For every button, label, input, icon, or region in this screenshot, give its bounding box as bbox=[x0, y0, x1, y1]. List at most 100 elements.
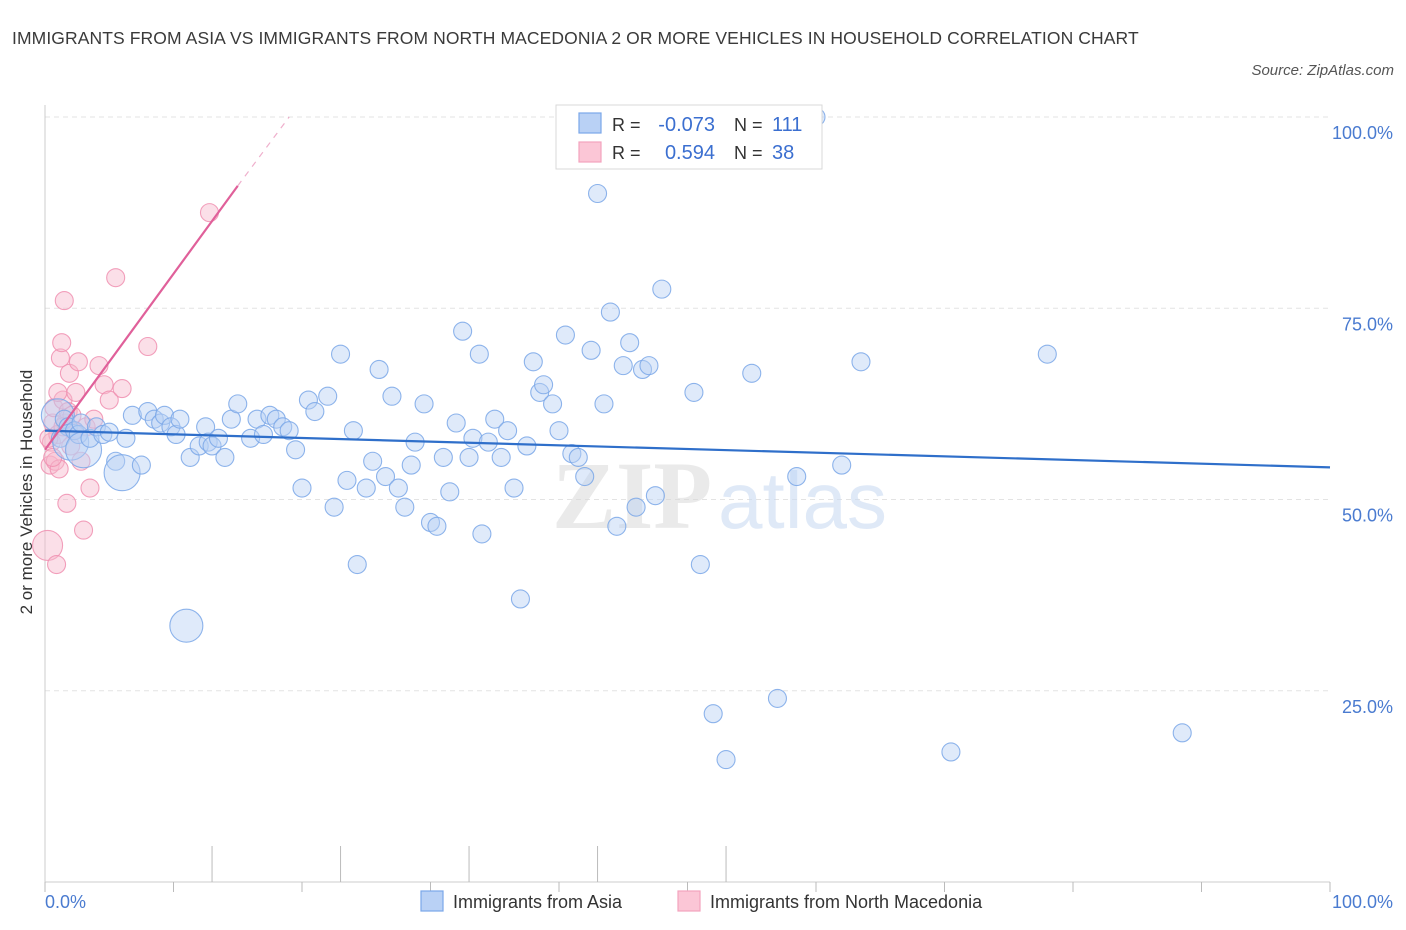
point-asia bbox=[169, 608, 204, 643]
point-asia bbox=[324, 497, 344, 517]
point-asia bbox=[208, 428, 229, 448]
point-asia bbox=[1037, 344, 1057, 364]
point-asia bbox=[170, 409, 190, 429]
point-asia bbox=[607, 516, 627, 536]
point-asia bbox=[375, 466, 396, 487]
point-asia bbox=[427, 516, 447, 536]
point-macedonia bbox=[138, 336, 158, 357]
point-asia bbox=[292, 478, 312, 498]
trend-lines bbox=[44, 116, 1331, 469]
point-macedonia bbox=[48, 382, 68, 402]
point-asia bbox=[472, 524, 492, 544]
point-asia bbox=[337, 470, 357, 490]
point-macedonia bbox=[47, 554, 67, 575]
point-asia bbox=[504, 478, 524, 498]
point-asia bbox=[703, 704, 723, 724]
point-asia bbox=[215, 447, 235, 467]
point-macedonia bbox=[80, 478, 100, 498]
y-tick-label: 100.0% bbox=[1332, 123, 1393, 143]
series-legend-swatch-asia bbox=[420, 890, 444, 912]
point-macedonia bbox=[50, 348, 70, 368]
point-macedonia bbox=[32, 529, 64, 561]
point-macedonia bbox=[49, 459, 69, 479]
point-asia bbox=[388, 478, 408, 498]
point-asia bbox=[80, 428, 100, 448]
point-asia bbox=[68, 424, 88, 445]
trend-line-macedonia bbox=[44, 185, 239, 451]
point-asia bbox=[575, 466, 595, 487]
point-asia bbox=[343, 421, 363, 441]
point-asia bbox=[581, 340, 601, 360]
point-asia bbox=[318, 386, 338, 406]
legend-swatch-macedonia bbox=[578, 141, 602, 163]
point-asia bbox=[587, 183, 608, 204]
point-asia bbox=[523, 352, 543, 372]
point-asia bbox=[198, 432, 218, 452]
point-asia bbox=[469, 344, 489, 364]
axes bbox=[44, 105, 1331, 892]
point-asia bbox=[517, 436, 537, 456]
tick-labels: 25.0% 50.0% 75.0% 100.0% 0.0% 100.0% bbox=[45, 123, 1393, 912]
point-asia bbox=[453, 321, 473, 341]
point-macedonia bbox=[199, 203, 220, 223]
series-macedonia-points bbox=[32, 203, 220, 575]
legend-r-label-macedonia: R = bbox=[612, 143, 641, 163]
legend-n-label-macedonia: N = bbox=[734, 143, 763, 163]
y-tick-label: 75.0% bbox=[1342, 314, 1393, 334]
watermark-atlas: atlas bbox=[718, 456, 887, 545]
point-macedonia bbox=[99, 390, 119, 410]
legend-r-value-macedonia: 0.594 bbox=[665, 142, 715, 164]
point-asia bbox=[395, 497, 415, 517]
point-macedonia bbox=[74, 520, 94, 540]
point-asia bbox=[446, 413, 466, 433]
point-macedonia bbox=[84, 409, 104, 429]
point-asia bbox=[498, 421, 518, 441]
point-asia bbox=[266, 409, 286, 429]
point-asia bbox=[440, 482, 460, 502]
point-asia bbox=[690, 554, 710, 575]
point-asia bbox=[122, 405, 142, 425]
point-asia bbox=[154, 405, 175, 425]
series-legend-label-macedonia: Immigrants from North Macedonia bbox=[710, 892, 983, 912]
point-asia bbox=[645, 486, 665, 506]
point-asia bbox=[767, 688, 788, 708]
point-asia bbox=[600, 302, 620, 322]
point-asia bbox=[534, 375, 554, 395]
y-tick-label: 25.0% bbox=[1342, 697, 1393, 717]
legend-n-value-macedonia: 38 bbox=[772, 142, 794, 164]
point-asia bbox=[382, 386, 402, 406]
legend-swatch-asia bbox=[578, 112, 602, 134]
x-tick-label-start: 0.0% bbox=[45, 892, 86, 912]
point-asia bbox=[279, 421, 299, 441]
point-asia bbox=[613, 356, 633, 376]
point-asia bbox=[626, 497, 646, 517]
point-asia bbox=[330, 344, 351, 364]
point-asia bbox=[549, 421, 569, 441]
point-asia bbox=[433, 447, 453, 467]
point-asia bbox=[851, 352, 871, 372]
point-asia bbox=[103, 454, 141, 492]
point-asia bbox=[543, 394, 563, 414]
point-macedonia bbox=[54, 291, 74, 311]
point-asia bbox=[106, 451, 126, 471]
y-axis-label: 2 or more Vehicles in Household bbox=[17, 370, 36, 615]
point-asia bbox=[555, 325, 575, 345]
point-asia bbox=[347, 554, 367, 575]
point-asia bbox=[228, 394, 248, 414]
point-asia bbox=[356, 478, 376, 498]
point-asia bbox=[594, 394, 614, 414]
point-asia bbox=[568, 447, 588, 467]
series-legend-label-asia: Immigrants from Asia bbox=[453, 892, 623, 912]
point-asia bbox=[401, 455, 421, 475]
point-asia bbox=[363, 451, 383, 471]
legend-r-value-asia: -0.073 bbox=[658, 114, 715, 136]
series-legend: Immigrants from Asia Immigrants from Nor… bbox=[420, 890, 983, 912]
point-macedonia bbox=[52, 333, 72, 353]
x-tick-label-end: 100.0% bbox=[1332, 892, 1393, 912]
point-macedonia bbox=[106, 268, 126, 288]
point-asia bbox=[459, 447, 479, 467]
point-macedonia bbox=[57, 493, 77, 513]
point-asia bbox=[131, 455, 151, 475]
point-asia bbox=[491, 447, 511, 467]
